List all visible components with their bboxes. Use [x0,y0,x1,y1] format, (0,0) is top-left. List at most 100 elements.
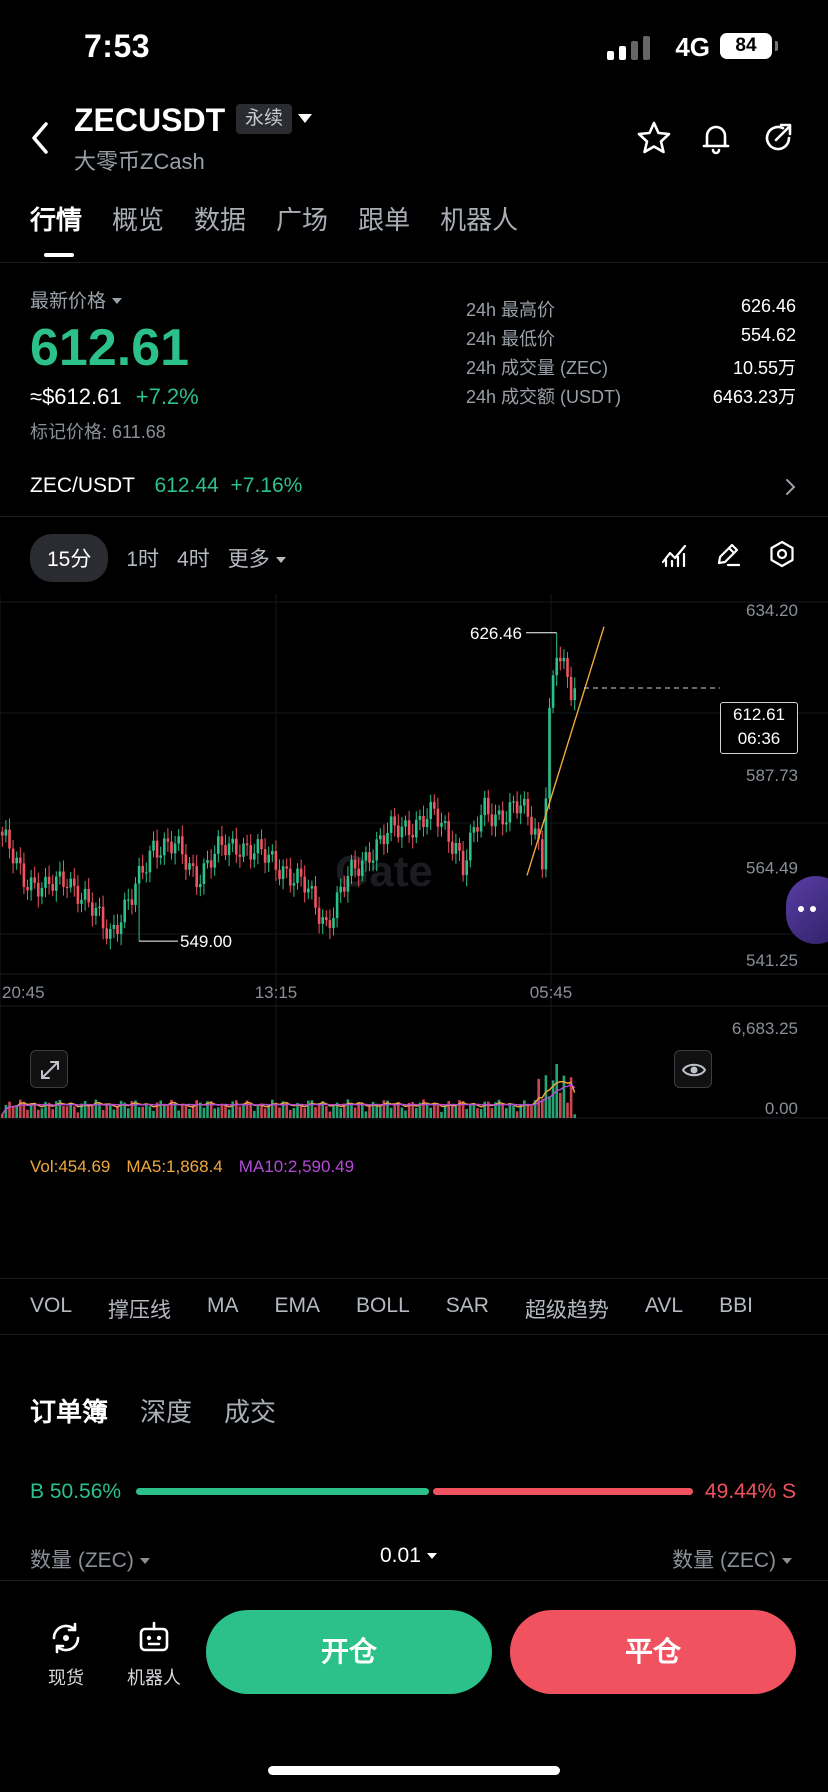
candle-body [415,819,418,838]
tab-depth[interactable]: 深度 [140,1397,193,1427]
qty-right-selector[interactable]: 数量 (ZEC) [672,1544,792,1574]
tab-orderbook[interactable]: 订单簿 [30,1397,109,1427]
symbol-dropdown-icon[interactable] [298,114,312,123]
volume-bar [386,1100,389,1118]
tab-overview[interactable]: 概览 [112,205,165,235]
interval-1h[interactable]: 1时 [126,548,160,571]
volume-bar [454,1106,458,1118]
approx-price: ≈$612.61 [30,384,122,409]
candle-body [227,843,231,856]
volume-bar [245,1100,249,1118]
close-position-button[interactable]: 平仓 [510,1610,796,1694]
candle-body [559,657,562,662]
candle-body [494,814,497,827]
volume-bar [51,1109,54,1118]
volume-bar [375,1104,378,1118]
draw-pencil-icon[interactable] [714,540,742,568]
candle-body [105,928,108,939]
ind-boll[interactable]: BOLL [356,1294,410,1317]
floating-assistant-tab[interactable] [786,876,828,944]
volume-bar [123,1102,126,1118]
chart-settings-icon[interactable] [768,540,796,568]
interval-more[interactable]: 更多 [228,543,286,573]
interval-4h[interactable]: 4时 [177,548,210,571]
candle-body [566,657,569,677]
candle-body [393,816,396,826]
candle-body [224,845,227,856]
candle-body [278,869,281,880]
candle-body [123,899,126,923]
ind-vol[interactable]: VOL [30,1294,73,1317]
nav-bot[interactable]: 机器人 [114,1620,194,1690]
spot-pair-row[interactable]: ZEC/USDT 612.44 +7.16% [30,474,302,498]
candle-body [47,876,51,885]
volume-axis-label: 6,683.25 [732,1019,798,1038]
volume-bar [209,1101,213,1118]
fullscreen-button[interactable] [30,1050,68,1088]
spot-pair-name: ZEC/USDT [30,474,135,497]
ind-ema[interactable]: EMA [274,1294,321,1317]
stat-value: 626.46 [740,296,796,316]
ind-supertrend[interactable]: 超级趋势 [524,1299,609,1322]
tab-square[interactable]: 广场 [276,205,329,235]
candle-body [317,907,321,924]
ind-sar[interactable]: SAR [445,1294,489,1317]
candle-body [371,860,375,863]
volume-bar [490,1108,494,1118]
volume-bar [407,1102,411,1118]
ind-bbi[interactable]: BBI [719,1294,753,1317]
star-icon[interactable] [636,120,672,156]
volume-bar [328,1111,332,1118]
candle-body [15,857,18,864]
indicator-icon[interactable] [660,540,688,568]
volume-bar [353,1107,357,1118]
symbol-title[interactable]: ZECUSDT [74,102,226,138]
tab-market[interactable]: 行情 [30,205,83,235]
candle-body [314,886,317,908]
tab-trades[interactable]: 成交 [224,1397,277,1427]
tab-data[interactable]: 数据 [194,205,247,235]
volume-bar [177,1110,180,1118]
volume-bar [55,1101,58,1118]
last-price-label[interactable]: 最新价格 [30,286,122,313]
nav-spot[interactable]: 现货 [26,1620,106,1690]
tab-bot[interactable]: 机器人 [440,205,519,235]
volume-bar [166,1104,170,1118]
volume-bar [425,1104,429,1118]
volume-bar [292,1108,296,1118]
share-icon[interactable] [760,120,796,156]
candle-body [443,821,447,823]
qty-left-selector[interactable]: 数量 (ZEC) [30,1544,150,1574]
spot-pair-price: 612.44 [154,474,219,497]
candle-body [1,831,4,836]
candle-body [303,876,306,893]
candle-body [551,675,555,708]
candle-body [476,827,479,832]
interval-15m[interactable]: 15分 [30,534,109,582]
back-icon[interactable] [26,118,56,158]
volume-bar [127,1108,130,1118]
open-position-button[interactable]: 开仓 [206,1610,492,1694]
volume-bar [159,1100,162,1118]
candle-body [465,860,468,876]
volume-bar [325,1106,328,1118]
tab-copytrade[interactable]: 跟单 [358,205,411,235]
candle-body [22,863,26,887]
candle-body [184,854,188,870]
ind-support[interactable]: 撑压线 [108,1299,172,1322]
chevron-right-icon[interactable] [784,478,796,496]
candle-body [231,838,234,844]
bell-icon[interactable] [698,120,734,156]
volume-bar [335,1102,339,1118]
vol-value: Vol:454.69 [30,1157,111,1176]
candle-body [515,801,519,814]
nav-bot-label: 机器人 [127,1668,181,1688]
candle-body [26,886,29,891]
ind-ma[interactable]: MA [207,1294,239,1317]
precision-selector[interactable]: 0.01 [380,1544,437,1568]
buy-ratio: B 50.56% [30,1480,122,1503]
volume-bar [566,1102,569,1118]
visibility-button[interactable] [674,1050,712,1088]
ind-avl[interactable]: AVL [644,1294,684,1317]
